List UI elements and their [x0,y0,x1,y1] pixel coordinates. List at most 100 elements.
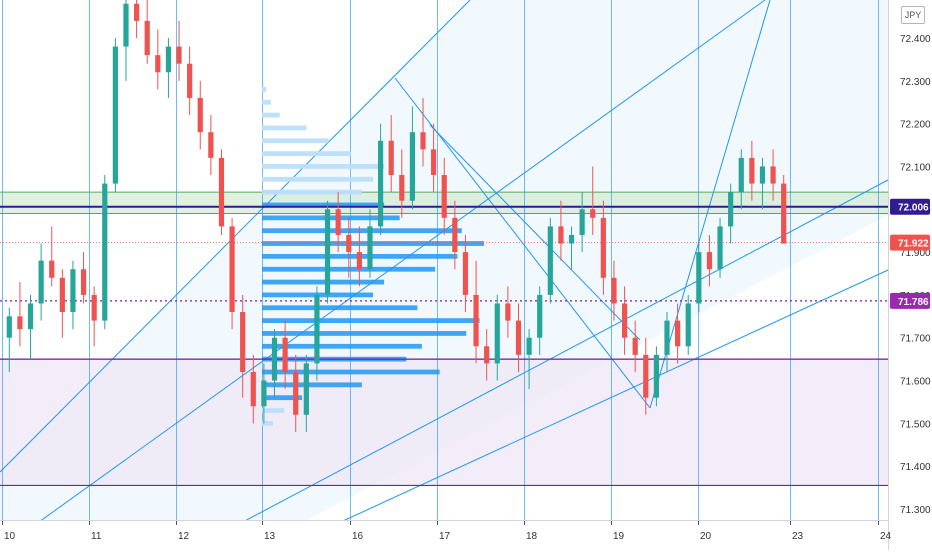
candle [367,209,373,278]
candle [515,303,522,372]
candle [165,38,172,98]
candle [611,260,617,321]
volume-profile-bar [262,331,467,336]
price-tag-label: 71.922 [898,239,929,250]
zone-purple-1 [0,359,888,486]
candle [59,269,65,338]
volume-profile-bar [262,305,418,311]
candle [431,123,437,193]
price-tag-bg [890,292,930,309]
candle [770,149,776,201]
candle [377,123,384,235]
candle-body [505,303,511,321]
candle-body [462,252,469,295]
candle [261,363,267,424]
price-tags-layer: 72.006 71.922 71.786 [890,198,930,309]
candle [314,286,320,381]
volume-profile-bar [262,279,385,285]
candle [452,200,458,270]
candle-body [218,157,225,227]
candle [441,157,447,235]
candle-body [664,320,670,355]
candle-body [367,226,373,270]
currency-badge[interactable]: JPY [901,6,925,24]
candle-body [123,3,129,47]
x-tick-label: 17 [439,531,451,542]
candle-body [685,303,691,347]
candle [420,97,426,167]
candle-body [229,226,235,313]
volume-profile-bar [262,215,400,221]
y-tick-label: 71.400 [900,462,931,473]
candle [738,149,744,210]
candle [250,354,256,424]
candle [653,346,659,407]
volume-profile-bar [262,86,267,92]
candle [282,320,288,390]
y-tick-label: 71.500 [900,419,931,430]
candle-body [568,234,575,244]
candles-layer [6,0,787,432]
candle [632,320,638,372]
date-grid-layer [2,0,879,520]
candle [462,234,469,313]
candle [6,307,12,372]
x-tick-label: 18 [526,531,538,542]
candle [356,226,362,287]
volume-profile-bar [262,202,385,208]
candle-body [632,337,638,355]
candle-body [165,46,172,73]
x-tick-label: 20 [700,531,712,542]
candle [505,286,511,338]
volume-profile-bar [262,369,440,375]
volume-profile-bar [262,99,271,105]
price-tag-bg [890,198,930,215]
candle [271,329,278,398]
channel-line-5 [649,0,771,409]
y-tick-label: 72.300 [900,77,931,88]
candle [80,252,87,304]
x-tick-label: 23 [792,531,804,542]
x-tick-label: 11 [91,531,102,542]
channel-line-1 [0,0,766,551]
candle [240,294,246,398]
volume-profile-bar [262,241,484,246]
candle [399,149,405,218]
candle [494,294,500,381]
candle [409,106,416,210]
volume-profile-bar [262,189,362,195]
candle-body [600,217,606,278]
candle-body [187,63,193,98]
candle-body [728,192,734,227]
candle [155,29,161,90]
candle [123,0,129,81]
candle-body [324,209,331,295]
candle-body [537,294,543,338]
candle-body [494,303,500,364]
candle-body [579,209,585,235]
x-tick-label: 16 [352,531,364,542]
candle-body [759,166,766,184]
x-tick-label: 12 [178,531,190,542]
price-tag-bg [890,234,930,251]
candle [728,183,734,244]
candle [717,217,723,278]
candle-body [558,226,564,244]
volume-profile-bar [262,318,480,323]
candle-body [91,294,97,321]
channel-lines-layer [0,0,889,551]
candle [759,157,766,210]
candle-body [314,294,320,364]
candle-body [271,337,278,381]
candle-body [17,316,23,330]
candle-body [781,183,787,244]
price-axis-bg [889,0,932,550]
candle-body [155,55,161,73]
candle [208,115,214,176]
candle [749,140,755,201]
candle-body [653,354,659,398]
candle-body [346,234,352,253]
channel-line-2 [189,179,889,551]
